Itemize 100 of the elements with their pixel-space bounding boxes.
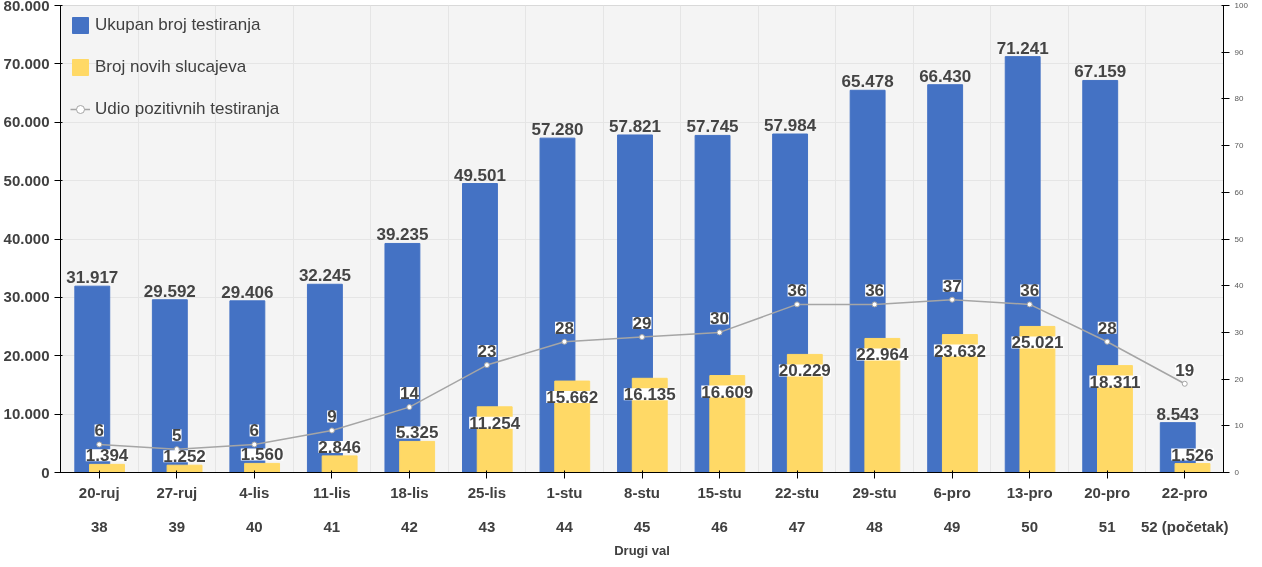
data-label: 15.662 xyxy=(546,388,599,408)
data-label: 30 xyxy=(710,309,729,329)
bar xyxy=(321,455,358,473)
point xyxy=(716,329,723,336)
x-tick-label: 22-stu 47 xyxy=(774,483,820,535)
data-label: 28 xyxy=(555,318,574,338)
y-tick-label: 30.000 xyxy=(3,288,50,306)
y2-tick-label: 60 xyxy=(1234,187,1244,197)
x-tick-label: 29-stu 48 xyxy=(852,483,897,535)
data-label: 57.280 xyxy=(531,120,584,140)
legend-label: Broj novih slucajeva xyxy=(95,57,247,77)
data-label: 29 xyxy=(632,314,652,334)
x-tick-label: 8-stu 45 xyxy=(624,483,660,535)
bar xyxy=(244,462,281,473)
data-label: 20.229 xyxy=(778,361,831,381)
x-tick-label: 22-pro 52 (početak) xyxy=(1140,483,1229,535)
data-label: 18.311 xyxy=(1089,372,1141,392)
y-tick-label: 80.000 xyxy=(3,0,50,14)
y-tick-label: 70.000 xyxy=(3,54,50,72)
data-label: 57.821 xyxy=(609,116,662,136)
y-tick-label: 20.000 xyxy=(3,346,50,364)
data-label: 36 xyxy=(787,281,807,301)
data-label: 5 xyxy=(172,426,182,446)
data-label: 2.846 xyxy=(318,437,361,457)
bar xyxy=(1174,463,1211,473)
data-label: 32.245 xyxy=(298,266,351,286)
data-label: 1.560 xyxy=(240,445,284,465)
y2-tick-label: 80 xyxy=(1234,94,1244,104)
data-label: 6 xyxy=(249,421,260,441)
data-label: 71.241 xyxy=(996,38,1049,58)
x-tick-label: 1-stu 44 xyxy=(546,483,583,535)
data-label: 22.964 xyxy=(856,345,909,365)
x-tick-label: 25-lis 43 xyxy=(467,483,507,535)
data-label: 23 xyxy=(477,342,497,362)
data-label: 11.254 xyxy=(469,413,521,433)
y2-tick-label: 70 xyxy=(1234,141,1244,151)
data-label: 36 xyxy=(1020,281,1040,301)
data-label: 31.917 xyxy=(66,268,119,288)
x-axis-title: Drugi val xyxy=(614,542,670,558)
y2-tick-label: 10 xyxy=(1234,421,1244,431)
point xyxy=(406,404,413,411)
data-label: 66.430 xyxy=(919,66,972,86)
data-label: 49.501 xyxy=(453,165,506,185)
y2-tick-label: 90 xyxy=(1234,47,1244,57)
data-label: 19 xyxy=(1175,360,1195,380)
y-tick-label: 40.000 xyxy=(3,230,50,247)
bar xyxy=(89,463,125,473)
point xyxy=(251,441,258,448)
x-tick-label: 27-ruj 39 xyxy=(156,483,198,535)
x-tick-label: 15-stu 46 xyxy=(697,483,742,535)
data-label: 29.406 xyxy=(221,282,274,302)
data-label: 1.526 xyxy=(1171,445,1214,465)
bar xyxy=(166,464,203,473)
x-tick-label: 6-pro 49 xyxy=(933,483,971,535)
data-label: 8.543 xyxy=(1156,404,1200,424)
point xyxy=(1181,380,1188,387)
data-label: 65.478 xyxy=(841,72,894,92)
y-tick-label: 10.000 xyxy=(3,405,50,423)
point xyxy=(794,301,801,308)
data-label: 25.021 xyxy=(1011,333,1064,353)
y-tick-label: 50.000 xyxy=(3,171,50,189)
x-tick-label: 20-ruj 38 xyxy=(78,483,120,535)
data-label: 57.984 xyxy=(764,116,817,136)
point xyxy=(639,334,645,341)
x-tick-label: 18-lis 42 xyxy=(390,483,429,535)
data-label: 23.632 xyxy=(933,341,986,361)
data-label: 29.592 xyxy=(143,281,196,301)
data-label: 28 xyxy=(1097,318,1117,338)
y2-tick-label: 100 xyxy=(1234,1,1249,10)
x-tick-label: 20-pro 51 xyxy=(1084,483,1131,535)
y-tick-label: 60.000 xyxy=(3,113,50,131)
point xyxy=(328,427,335,434)
y-tick-label: 0 xyxy=(41,463,50,481)
x-tick-label: 4-lis 40 xyxy=(239,483,270,535)
point xyxy=(483,362,490,369)
legend-label: Ukupan broj testiranja xyxy=(95,15,261,35)
y2-tick-label: 40 xyxy=(1234,281,1244,291)
y2-tick-label: 20 xyxy=(1234,374,1244,384)
y2-tick-label: 0 xyxy=(1234,468,1240,477)
y2-tick-label: 50 xyxy=(1234,234,1244,244)
data-label: 37 xyxy=(942,276,962,296)
data-label: 1.394 xyxy=(85,446,129,466)
data-label: 57.745 xyxy=(686,117,739,137)
point xyxy=(949,296,956,303)
point xyxy=(1104,338,1111,345)
data-label: 1.252 xyxy=(163,447,206,467)
y2-tick-label: 30 xyxy=(1234,327,1244,337)
data-label: 9 xyxy=(327,407,337,427)
data-label: 5.325 xyxy=(395,423,439,443)
point xyxy=(96,441,103,448)
data-label: 67.159 xyxy=(1074,62,1127,82)
bar xyxy=(399,440,436,473)
data-label: 36 xyxy=(865,281,885,301)
data-label: 14 xyxy=(399,384,420,404)
point xyxy=(871,301,878,308)
data-label: 39.235 xyxy=(376,225,429,245)
x-tick-label: 11-lis 41 xyxy=(313,483,351,535)
point xyxy=(561,338,568,345)
x-tick-label: 13-pro 50 xyxy=(1006,483,1053,535)
data-label: 16.609 xyxy=(701,382,754,402)
